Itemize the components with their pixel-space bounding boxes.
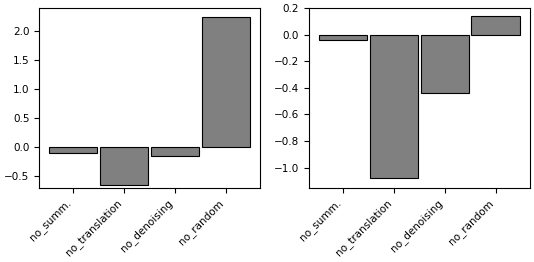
Bar: [370, 35, 418, 178]
Bar: [319, 35, 367, 40]
Bar: [49, 147, 98, 153]
Bar: [100, 147, 148, 185]
Bar: [202, 17, 250, 147]
Bar: [472, 16, 520, 35]
Bar: [421, 35, 469, 93]
Bar: [151, 147, 199, 156]
